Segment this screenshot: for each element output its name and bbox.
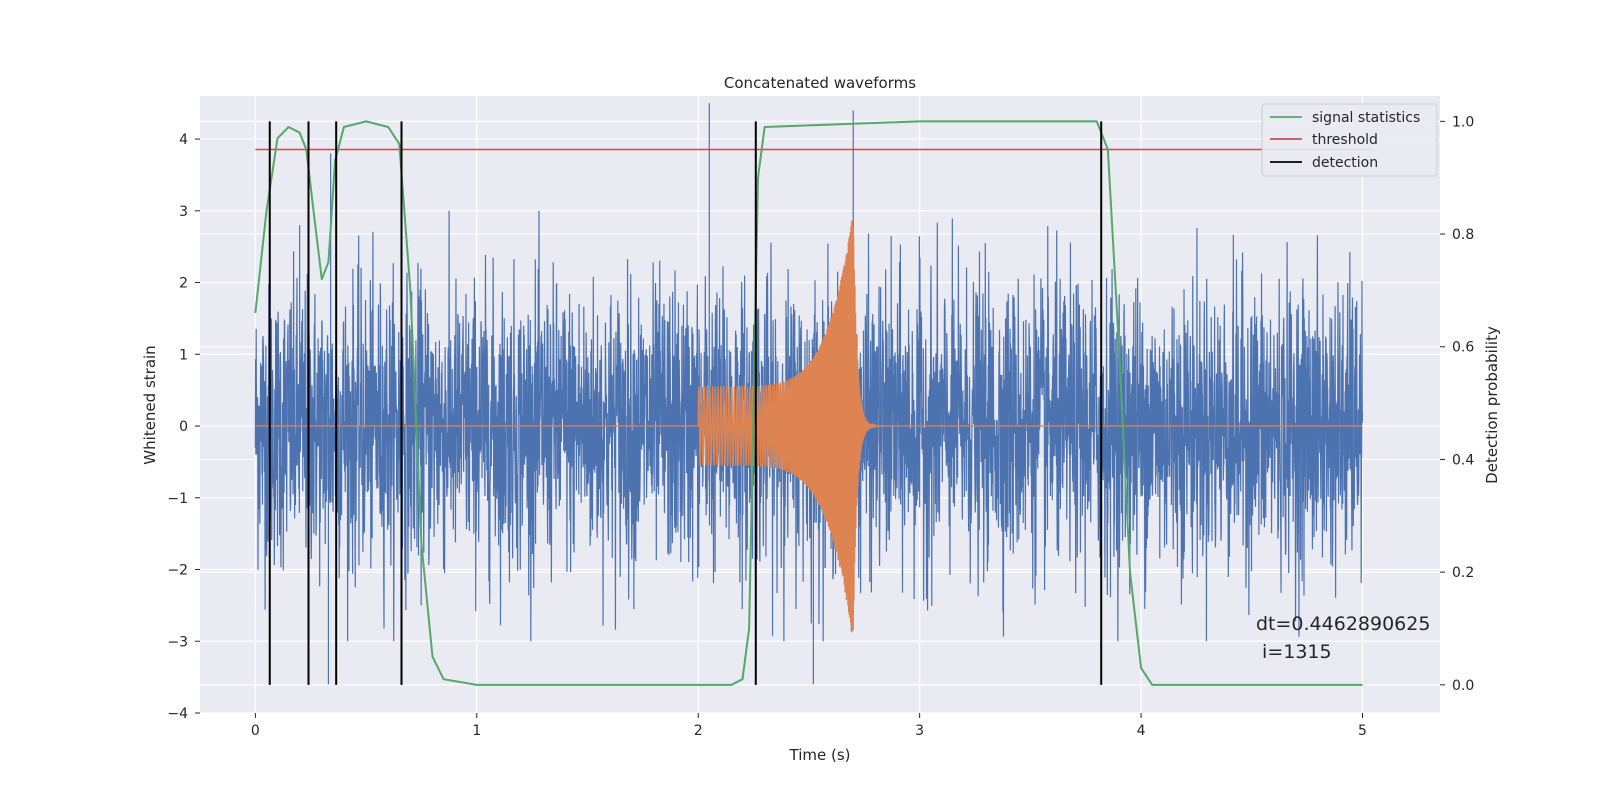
legend: signal statistics threshold detection [1261, 103, 1438, 177]
x-tick-label: 2 [694, 723, 703, 739]
chart-title: Concatenated waveforms [724, 74, 916, 92]
y-tick-label: 0 [179, 419, 188, 435]
series-layer [254, 103, 1374, 686]
legend-label-threshold: threshold [1312, 132, 1378, 148]
y-axis-label: Whitened strain [141, 345, 159, 464]
y2-axis-label: Detection probability [1483, 326, 1501, 484]
series-signal-statistics [254, 120, 1363, 686]
legend-label-detection: detection [1312, 155, 1378, 171]
y-tick-label: 1 [179, 347, 188, 363]
y-tick-label: −4 [167, 706, 188, 722]
legend-frame [1261, 103, 1438, 177]
x-tick-label: 3 [915, 723, 924, 739]
y-tick-label: −3 [167, 634, 188, 650]
y-tick-label: −2 [167, 563, 188, 579]
y2-tick-label: 1.0 [1452, 114, 1474, 130]
x-tick-label: 0 [251, 723, 260, 739]
y2-tick-label: 0.8 [1452, 227, 1474, 243]
y-tick-label: 2 [179, 276, 188, 292]
y2-tick-label: 0.4 [1452, 452, 1474, 468]
series-injected-waveform [255, 220, 1363, 633]
annotation-i: i=1315 [1256, 641, 1332, 663]
y-tick-label: 3 [179, 204, 188, 220]
x-tick-label: 5 [1358, 723, 1367, 739]
y2-tick-label: 0.0 [1452, 678, 1474, 694]
x-axis-label: Time (s) [789, 746, 851, 764]
x-tick-label: 4 [1137, 723, 1146, 739]
x-tick-label: 1 [472, 723, 481, 739]
right-axis: 0.0 0.2 0.4 0.6 0.8 1.0 [1440, 114, 1474, 694]
y2-tick-label: 0.2 [1452, 565, 1474, 581]
y2-tick-label: 0.6 [1452, 340, 1474, 356]
annotation-dt: dt=0.4462890625 [1256, 613, 1430, 635]
y-tick-label: 4 [179, 132, 188, 148]
legend-label-signal-statistics: signal statistics [1312, 110, 1420, 126]
y-tick-label: −1 [167, 491, 188, 507]
left-axis: −4 −3 −2 −1 0 1 2 3 4 [167, 132, 200, 722]
x-axis: 0 1 2 3 4 5 [251, 713, 1367, 739]
